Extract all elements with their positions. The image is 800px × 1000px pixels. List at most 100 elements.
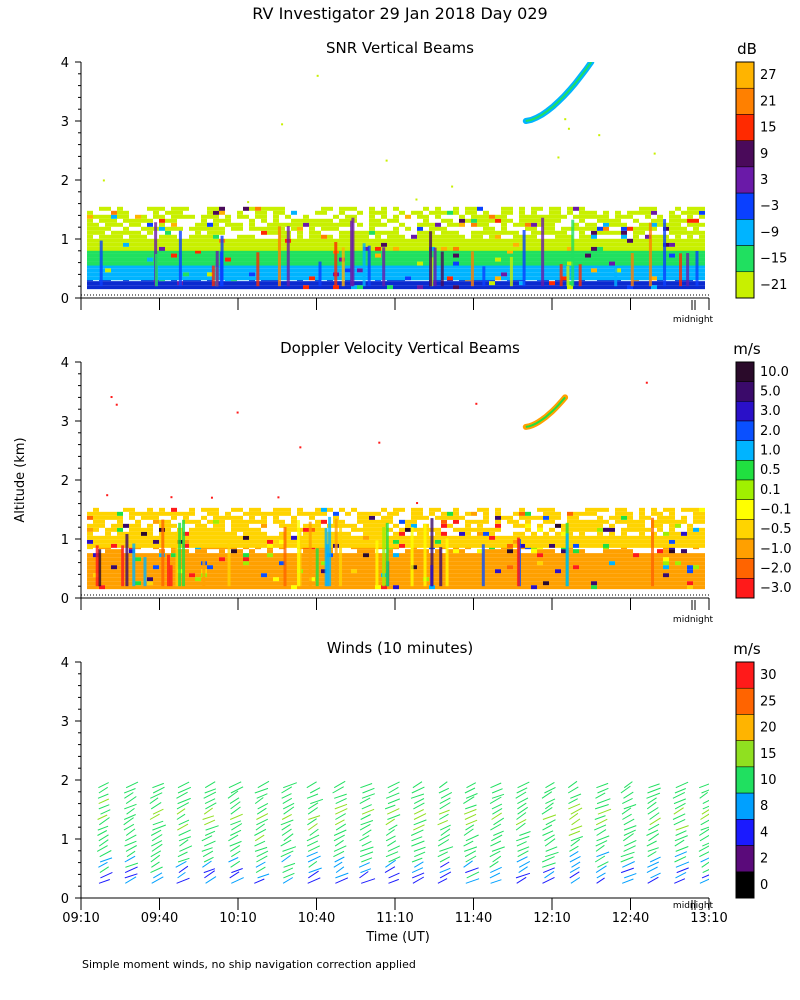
heatmap-cell — [105, 242, 111, 247]
heatmap-cell — [105, 573, 111, 578]
wind-barb — [254, 787, 269, 794]
heatmap-cell — [567, 238, 573, 243]
heatmap-cell — [117, 549, 123, 554]
heatmap-cell — [111, 515, 117, 520]
heatmap-speck — [564, 118, 567, 121]
heatmap-cell — [417, 210, 423, 215]
heatmap-cell — [651, 218, 657, 223]
wind-barb — [411, 836, 423, 842]
heatmap-cell — [555, 531, 561, 536]
heatmap-cell — [531, 214, 537, 219]
heatmap-cell — [519, 253, 525, 258]
heatmap-cell — [267, 553, 273, 558]
heatmap-cell — [537, 565, 543, 570]
heatmap-cell — [501, 226, 507, 231]
wind-barb — [543, 867, 555, 874]
wind-barb — [623, 825, 637, 831]
heatmap-cell — [273, 214, 279, 219]
heatmap-cell — [165, 268, 171, 273]
wind-barb — [465, 819, 478, 826]
wind-barb — [490, 879, 502, 884]
heatmap-cell — [489, 226, 495, 231]
heatmap-cell — [357, 573, 363, 578]
heatmap-cell — [231, 264, 237, 269]
heatmap-cell — [471, 573, 477, 578]
wind-barb — [489, 850, 501, 858]
heatmap-cell — [321, 281, 327, 286]
heatmap-cell — [207, 569, 213, 574]
midnight-label: midnight — [673, 315, 714, 325]
heatmap-cell — [519, 261, 525, 266]
heatmap-cell — [441, 573, 447, 578]
heatmap-cell — [615, 246, 621, 251]
heatmap-cell — [405, 253, 411, 258]
heatmap-cell — [201, 515, 207, 520]
heatmap-cell — [543, 253, 549, 258]
heatmap-cell — [225, 222, 231, 227]
heatmap-cell — [435, 281, 441, 286]
heatmap-cell — [453, 573, 459, 578]
heatmap-cell — [639, 531, 645, 536]
heatmap-cell — [255, 206, 261, 211]
heatmap-cell — [483, 246, 489, 251]
heatmap-cell — [699, 285, 705, 290]
wind-barb — [178, 819, 190, 826]
heatmap-cell — [627, 261, 633, 266]
wind-barb — [385, 835, 396, 842]
heatmap-cell — [597, 226, 603, 231]
heatmap-cell — [363, 257, 369, 262]
heatmap-cell — [387, 577, 393, 582]
heatmap-cell — [99, 557, 105, 562]
heatmap-cell — [501, 222, 507, 227]
heatmap-cell — [609, 535, 615, 540]
heatmap-cell — [531, 268, 537, 273]
heatmap-cell — [495, 549, 501, 554]
heatmap-cell — [591, 210, 597, 215]
heatmap-cell — [201, 264, 207, 269]
heatmap-cell — [273, 553, 279, 558]
heatmap-cell — [627, 272, 633, 277]
heatmap-cell — [495, 565, 501, 570]
heatmap-streak — [382, 247, 386, 287]
heatmap-cell — [441, 218, 447, 223]
heatmap-cell — [135, 268, 141, 273]
heatmap-cell — [381, 230, 387, 235]
heatmap-cell — [663, 549, 669, 554]
heatmap-streak — [445, 538, 449, 587]
heatmap-cell — [447, 569, 453, 574]
heatmap-cell — [495, 281, 501, 286]
heatmap-cell — [249, 585, 255, 590]
wind-barb — [413, 809, 424, 815]
heatmap-cell — [93, 261, 99, 266]
heatmap-cell — [273, 543, 279, 548]
colorbar-swatch — [735, 61, 755, 89]
heatmap-cell — [645, 561, 651, 566]
heatmap-cell — [549, 210, 555, 215]
heatmap-cell — [633, 519, 639, 524]
heatmap-cell — [189, 242, 195, 247]
heatmap-cell — [399, 531, 405, 536]
heatmap-cell — [147, 523, 153, 528]
heatmap-cell — [279, 507, 285, 512]
heatmap-cell — [579, 246, 585, 251]
heatmap-cell — [555, 585, 561, 590]
heatmap-cell — [309, 577, 315, 582]
heatmap-cell — [441, 535, 447, 540]
heatmap-cell — [297, 230, 303, 235]
heatmap-cell — [249, 234, 255, 239]
heatmap-cell — [483, 561, 489, 566]
heatmap-cell — [459, 253, 465, 258]
heatmap-cell — [117, 261, 123, 266]
heatmap-cell — [279, 257, 285, 262]
heatmap-cell — [93, 281, 99, 286]
heatmap-cell — [459, 515, 465, 520]
heatmap-cell — [489, 261, 495, 266]
heatmap-cell — [519, 264, 525, 269]
heatmap-cell — [297, 585, 303, 590]
heatmap-cell — [531, 285, 537, 290]
heatmap-cell — [507, 535, 513, 540]
cloud-return-core — [525, 396, 566, 428]
heatmap-cell — [387, 281, 393, 286]
heatmap-cell — [201, 253, 207, 258]
heatmap-cell — [225, 272, 231, 277]
